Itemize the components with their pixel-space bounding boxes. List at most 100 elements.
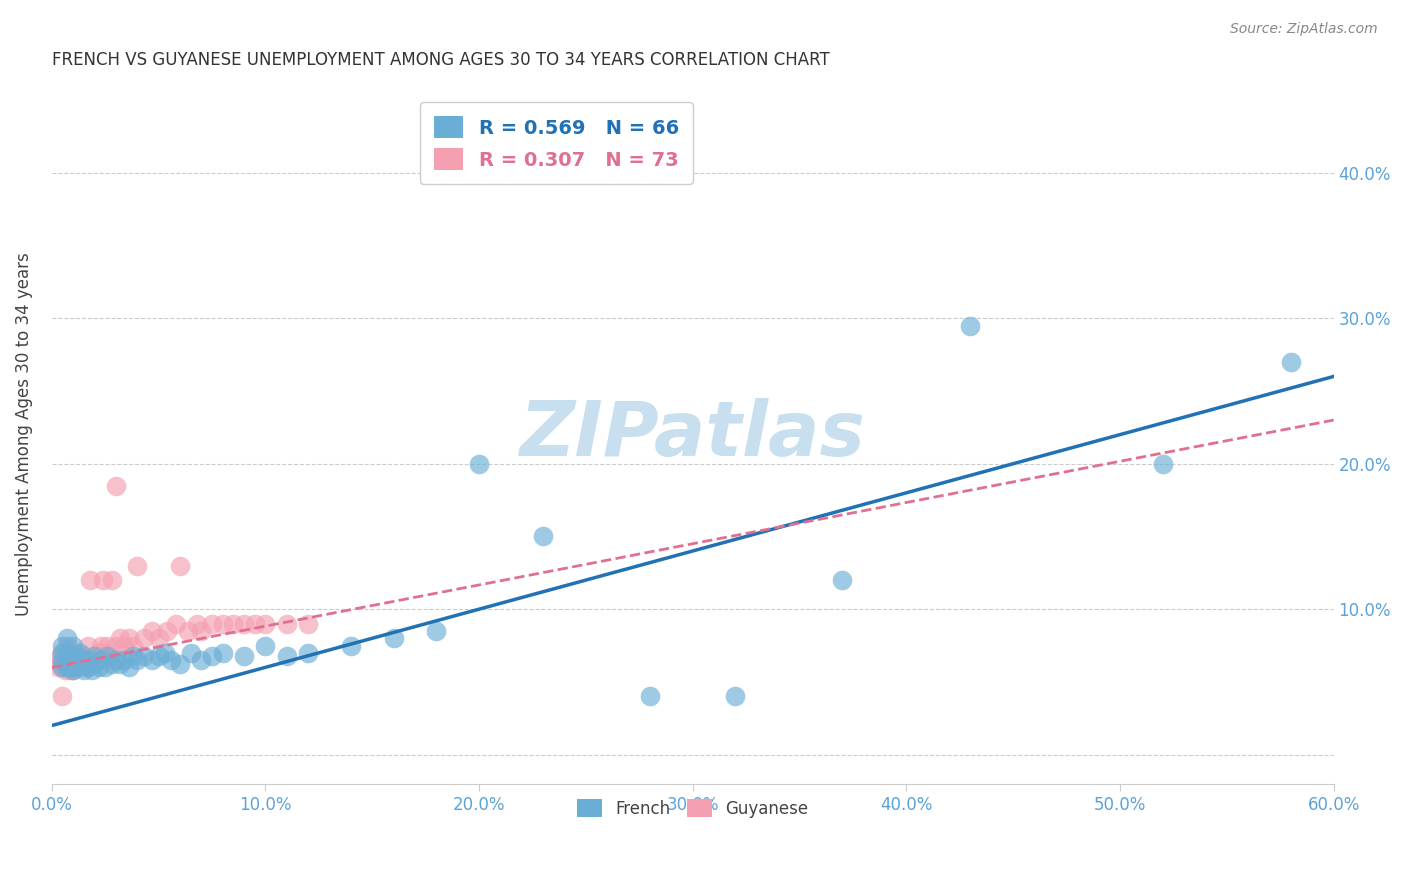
Point	[62, 657, 84, 672]
Point	[55, 660, 77, 674]
Point	[122, 639, 145, 653]
Point	[69, 657, 91, 672]
Point	[58, 660, 80, 674]
Point	[211, 646, 233, 660]
Point	[1152, 457, 1174, 471]
Point	[46, 660, 69, 674]
Point	[73, 648, 96, 663]
Point	[75, 657, 97, 672]
Point	[59, 653, 82, 667]
Point	[79, 653, 101, 667]
Point	[62, 653, 84, 667]
Point	[62, 663, 84, 677]
Point	[53, 663, 76, 677]
Point	[62, 663, 84, 677]
Point	[65, 657, 87, 672]
Point	[66, 646, 89, 660]
Point	[53, 657, 76, 672]
Point	[58, 646, 80, 660]
Point	[276, 616, 298, 631]
Text: Source: ZipAtlas.com: Source: ZipAtlas.com	[1230, 22, 1378, 37]
Point	[186, 616, 208, 631]
Point	[87, 646, 110, 660]
Point	[82, 663, 104, 677]
Point	[169, 558, 191, 573]
Point	[55, 653, 77, 667]
Point	[53, 648, 76, 663]
Point	[141, 624, 163, 638]
Point	[177, 624, 200, 638]
Text: ZIPatlas: ZIPatlas	[520, 398, 866, 472]
Point	[73, 653, 96, 667]
Point	[104, 653, 127, 667]
Point	[724, 690, 747, 704]
Point	[94, 660, 117, 674]
Point	[96, 639, 118, 653]
Point	[98, 648, 121, 663]
Point	[62, 657, 84, 672]
Point	[94, 646, 117, 660]
Point	[297, 646, 319, 660]
Point	[51, 690, 73, 704]
Point	[83, 648, 105, 663]
Point	[638, 690, 661, 704]
Point	[75, 653, 97, 667]
Point	[69, 657, 91, 672]
Point	[87, 660, 110, 674]
Point	[59, 660, 82, 674]
Point	[79, 573, 101, 587]
Point	[122, 648, 145, 663]
Point	[49, 648, 72, 663]
Point	[51, 646, 73, 660]
Point	[62, 639, 84, 653]
Point	[148, 648, 170, 663]
Point	[51, 646, 73, 660]
Point	[58, 646, 80, 660]
Point	[51, 653, 73, 667]
Point	[276, 648, 298, 663]
Point	[55, 646, 77, 660]
Point	[112, 653, 135, 667]
Text: FRENCH VS GUYANESE UNEMPLOYMENT AMONG AGES 30 TO 34 YEARS CORRELATION CHART: FRENCH VS GUYANESE UNEMPLOYMENT AMONG AG…	[52, 51, 830, 69]
Point	[73, 663, 96, 677]
Point	[211, 616, 233, 631]
Point	[180, 646, 202, 660]
Point	[104, 478, 127, 492]
Point	[69, 646, 91, 660]
Point	[55, 653, 77, 667]
Point	[201, 616, 224, 631]
Point	[425, 624, 447, 638]
Point	[49, 657, 72, 672]
Point	[59, 648, 82, 663]
Point	[70, 653, 93, 667]
Point	[468, 457, 491, 471]
Point	[91, 573, 114, 587]
Point	[51, 660, 73, 674]
Point	[100, 573, 122, 587]
Point	[201, 648, 224, 663]
Point	[382, 632, 405, 646]
Point	[165, 616, 187, 631]
Point	[531, 529, 554, 543]
Y-axis label: Unemployment Among Ages 30 to 34 years: Unemployment Among Ages 30 to 34 years	[15, 252, 32, 616]
Point	[254, 639, 277, 653]
Point	[66, 653, 89, 667]
Point	[55, 646, 77, 660]
Point	[160, 653, 183, 667]
Point	[132, 648, 155, 663]
Point	[340, 639, 363, 653]
Point	[190, 653, 212, 667]
Point	[51, 660, 73, 674]
Point	[254, 616, 277, 631]
Point	[118, 660, 141, 674]
Point	[59, 663, 82, 677]
Point	[169, 657, 191, 672]
Point	[222, 616, 245, 631]
Point	[66, 660, 89, 674]
Point	[297, 616, 319, 631]
Point	[127, 558, 149, 573]
Point	[243, 616, 266, 631]
Point	[153, 646, 176, 660]
Point	[233, 648, 256, 663]
Point	[959, 318, 981, 333]
